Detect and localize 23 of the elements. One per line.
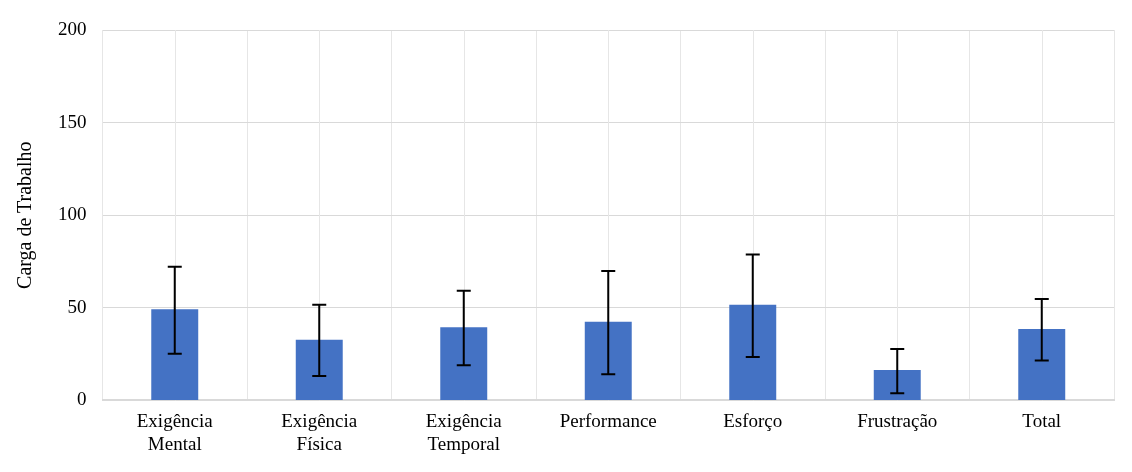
y-tick-label: 100 [58,203,87,225]
y-tick-label: 200 [58,17,87,39]
bar [584,321,632,400]
y-tick-label: 0 [77,388,87,410]
category-label: Exigência [425,409,502,431]
category-label: Exigência [281,409,358,431]
bar [295,339,343,400]
x-tick-label: Esforço [723,409,783,431]
y-tick-label: 50 [67,295,87,317]
bar [729,304,777,400]
category-label: Física [296,432,342,454]
category-label: Mental [147,432,202,454]
x-tick-label: Frustração [857,409,938,431]
bar [1018,329,1066,400]
bar [873,370,921,400]
y-axis-title: Carga de Trabalho [13,141,37,289]
x-tick-label: Performance [559,409,657,431]
category-label: Exigência [136,409,213,431]
bar [440,327,488,400]
bar [151,309,199,400]
y-tick-label: 150 [58,110,87,132]
x-tick-label: Total [1022,409,1062,431]
category-label: Temporal [427,432,501,454]
